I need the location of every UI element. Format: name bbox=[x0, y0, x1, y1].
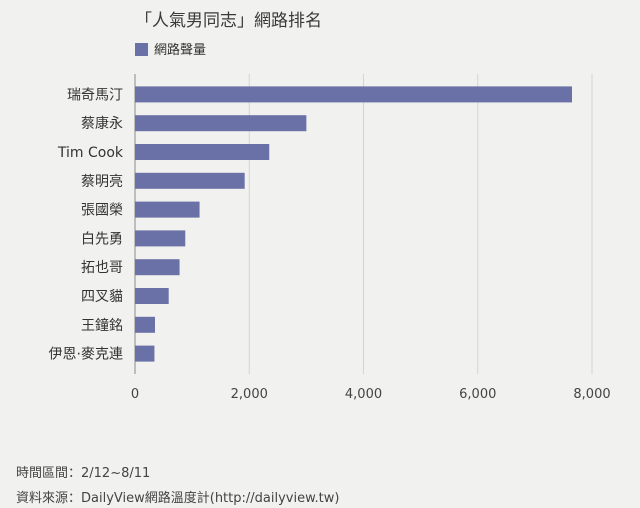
legend: 網路聲量 bbox=[135, 42, 206, 58]
bar bbox=[135, 144, 270, 160]
category-label: 瑞奇馬汀 bbox=[67, 86, 123, 103]
x-axis-ticks: 0 2,000 4,000 6,000 8,000 bbox=[131, 387, 611, 402]
legend-label: 網路聲量 bbox=[154, 42, 206, 58]
category-label: 伊恩·麥克連 bbox=[49, 347, 123, 363]
bar bbox=[135, 345, 155, 362]
bar bbox=[135, 316, 155, 333]
category-label: 四叉貓 bbox=[81, 289, 123, 305]
x-tick-label: 6,000 bbox=[459, 387, 496, 402]
category-label: 蔡康永 bbox=[81, 115, 123, 132]
chart-title: 「人氣男同志」網路排名 bbox=[135, 11, 322, 31]
category-label: 王鐘銘 bbox=[81, 317, 123, 334]
category-label: 張國榮 bbox=[81, 203, 123, 219]
x-tick-label: 8,000 bbox=[573, 387, 610, 402]
bar bbox=[135, 259, 180, 276]
x-tick-label: 4,000 bbox=[345, 387, 382, 402]
footer-period: 時間區間：2/12~8/11 bbox=[16, 466, 151, 481]
footer-source: 資料來源：DailyView網路溫度計(http://dailyview.tw) bbox=[16, 491, 340, 506]
x-tick-label: 0 bbox=[131, 387, 139, 402]
category-label: Tim Cook bbox=[57, 145, 124, 161]
bar bbox=[135, 172, 245, 189]
x-tick-label: 2,000 bbox=[231, 387, 268, 402]
bar bbox=[135, 288, 169, 304]
legend-swatch bbox=[135, 43, 148, 56]
category-label: 拓也哥 bbox=[81, 260, 123, 276]
category-label: 蔡明亮 bbox=[81, 173, 123, 190]
bar bbox=[135, 115, 307, 132]
bar bbox=[135, 86, 573, 103]
bar bbox=[135, 230, 186, 247]
bars bbox=[135, 86, 573, 362]
bar bbox=[135, 201, 200, 218]
category-label: 白先勇 bbox=[81, 231, 123, 247]
